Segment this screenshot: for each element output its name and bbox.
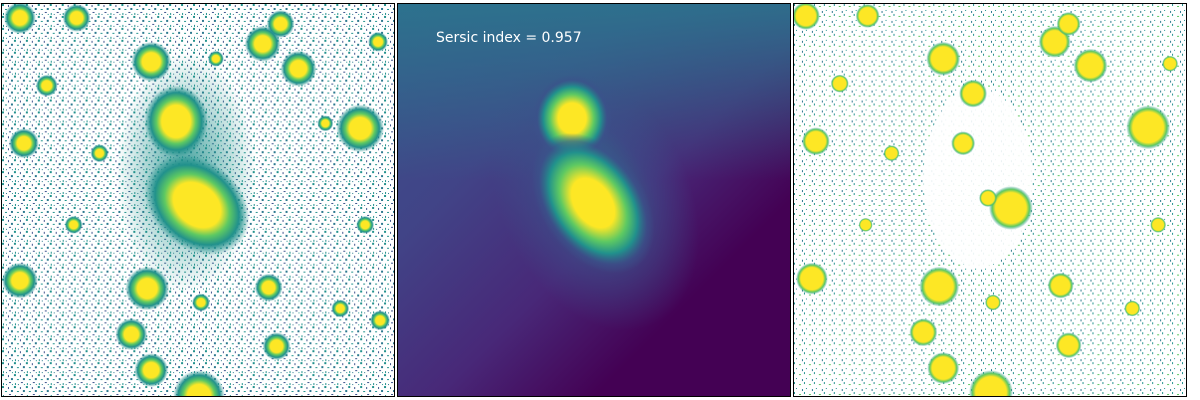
sersic-index-label: Sersic index = 0.957	[436, 30, 582, 46]
model-image-panel: Sersic index = 0.957	[397, 3, 791, 397]
data-image-panel	[1, 3, 395, 397]
model-image	[398, 4, 790, 396]
residual-image	[794, 4, 1186, 396]
residual-image-panel	[793, 3, 1187, 397]
data-image	[2, 4, 394, 396]
